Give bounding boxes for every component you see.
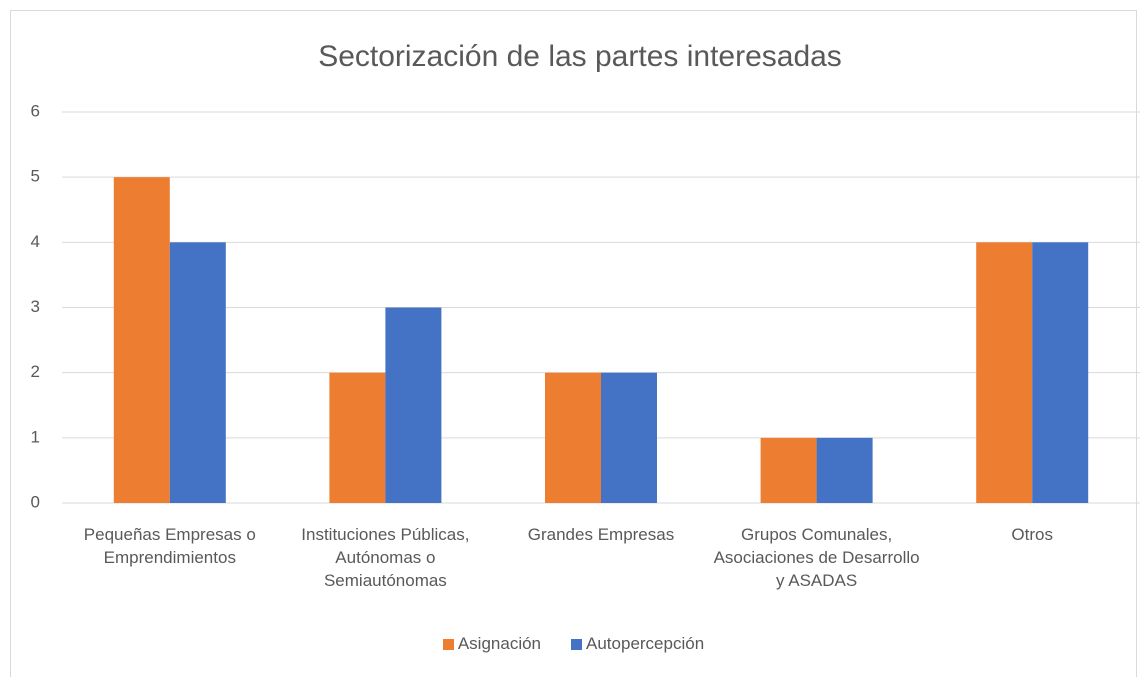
legend-label: Asignación [457,634,542,653]
legend-swatch [571,638,583,650]
y-tick-label: 6 [31,101,40,120]
legend-item: Autopercepción [571,634,704,654]
x-tick-label: Grupos Comunales, Asociaciones de Desarr… [713,525,920,590]
bar [329,372,386,503]
bar [601,372,657,503]
x-tick-label: Instituciones Públicas, Autónomas o Semi… [301,525,470,590]
y-tick-label: 5 [31,167,40,186]
chart-title: Sectorización de las partes interesadas [318,40,842,73]
x-tick-label: Pequeñas Empresas o Emprendimientos [83,525,256,567]
bar [545,372,601,503]
bar [1032,242,1089,504]
legend-item: Asignación [442,634,542,654]
y-tick-label: 4 [31,232,40,251]
bar [760,437,817,503]
y-tick-label: 2 [31,362,40,381]
bar [976,242,1033,504]
chart-border [10,10,1137,677]
bar [385,307,442,503]
x-tick-label: Grandes Empresas [527,525,675,544]
x-tick-label: Otros [1011,525,1053,544]
bar [169,242,226,504]
y-tick-label: 3 [31,297,40,316]
bar [816,437,873,503]
bar [113,177,170,503]
y-tick-label: 1 [31,427,40,446]
legend: Asignación Autopercepción [0,634,1147,654]
y-tick-label: 0 [31,492,40,511]
legend-label: Autopercepción [586,634,705,653]
legend-swatch [442,638,454,650]
